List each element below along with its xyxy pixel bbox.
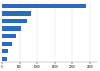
Bar [2, 49, 8, 53]
Bar [2, 42, 12, 46]
Bar [2, 57, 7, 61]
Bar [2, 19, 27, 23]
Bar [2, 34, 16, 38]
Bar [2, 26, 21, 31]
Bar [2, 4, 86, 8]
Bar [2, 11, 31, 16]
